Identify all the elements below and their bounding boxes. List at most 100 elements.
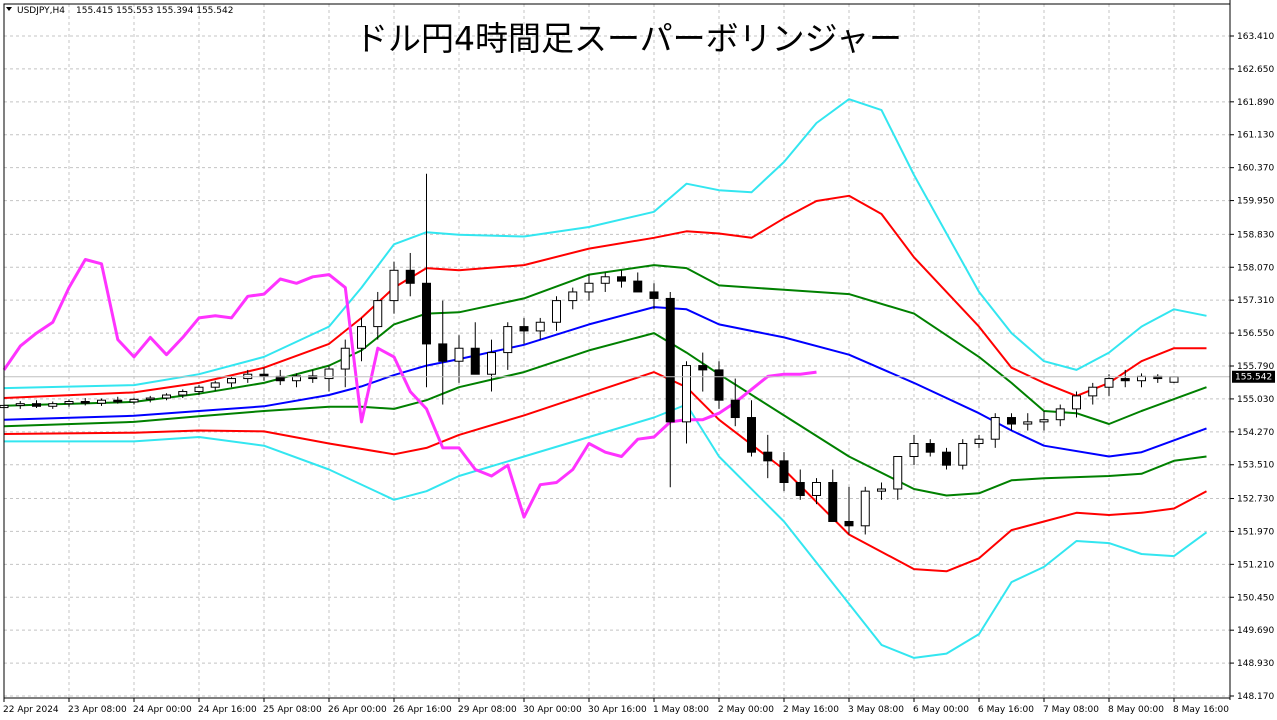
candle-body [779,460,789,483]
candle-body [1088,386,1098,397]
y-tick-label: 148.170 [1237,692,1274,702]
candle [503,322,513,370]
x-tick-label: 25 Apr 08:00 [263,705,322,715]
grid [3,4,1230,698]
candle [1088,382,1098,405]
candle-body [503,326,513,354]
candle [893,456,903,500]
candle [340,339,350,388]
candle-body [470,347,480,375]
candle [15,401,25,409]
y-tick-label: 161.890 [1237,98,1274,108]
candle-body [15,403,25,406]
candle [357,317,366,362]
indicator-line-2 [3,194,1207,399]
candle [942,447,951,470]
x-tick-label: 29 Apr 08:00 [458,705,517,715]
price-badge: 155.542 [1232,370,1275,383]
candle [584,274,594,301]
candle [227,376,236,388]
candle [812,478,821,505]
x-tick-label: 2 May 16:00 [783,705,839,715]
price-badge-label: 155.542 [1235,373,1272,383]
y-tick-label: 149.690 [1237,626,1274,636]
candle-body [535,321,545,332]
indicator-line-1 [3,264,1207,425]
candle [1055,404,1065,427]
candle [438,300,448,405]
candle-body [145,397,155,400]
candle-body [210,382,220,388]
candle-body [617,276,626,282]
candle-body [405,269,415,284]
candle [779,452,789,492]
candle [1039,411,1049,431]
candle-body [64,401,74,405]
x-tick-label: 3 May 08:00 [848,705,904,715]
candle [454,335,464,383]
candle [129,397,139,405]
x-tick-label: 30 Apr 16:00 [588,705,647,715]
x-tick-label: 26 Apr 00:00 [328,705,387,715]
candle [958,439,968,470]
candle [32,400,41,409]
candle [97,398,106,406]
x-tick-label: 8 May 16:00 [1173,705,1229,715]
candle-body [1120,378,1130,382]
candle-body [227,378,236,384]
candle [747,400,756,457]
candle [535,317,545,340]
x-tick-label: 24 Apr 00:00 [133,705,192,715]
chart-title: ドル円4時間足スーパーボリンジャー [355,19,902,58]
candle-body [584,282,594,293]
candle [1120,369,1130,388]
candle [974,434,984,448]
caret-down-icon[interactable] [6,7,12,11]
candle [373,291,383,340]
candle-body [324,368,334,380]
x-tick-label: 6 May 16:00 [978,705,1034,715]
candle [48,401,58,409]
y-tick-label: 151.210 [1237,560,1274,570]
candle [600,272,610,292]
candle [649,283,659,310]
candle [877,482,886,500]
candle [64,399,74,407]
x-tick-label: 26 Apr 16:00 [393,705,452,715]
indicator-lines [2,98,1208,659]
candle-body [438,343,448,362]
candle-body [389,269,399,302]
candle [714,361,724,409]
price-axis: 163.410 162.650 161.890 161.130 160.370 159.9… [1230,32,1274,702]
candle-body [308,375,318,380]
candle-body [1039,419,1049,423]
candle-body [97,399,106,404]
candle-body [1072,395,1081,410]
y-tick-label: 148.930 [1237,659,1274,669]
candle-body [552,300,561,323]
candle [633,272,643,293]
candle-body [1169,376,1179,383]
candle [80,398,90,406]
candle [1023,413,1033,431]
candle [795,469,805,500]
candle [210,380,220,391]
candle [665,291,675,488]
y-tick-label: 157.310 [1237,296,1274,306]
candle [1169,376,1179,384]
candle-body [357,326,366,349]
candle [487,339,496,392]
candle [925,439,935,457]
candle [292,373,301,388]
y-tick-label: 156.550 [1237,329,1274,339]
candle-body [844,520,854,527]
y-tick-label: 160.370 [1237,164,1274,174]
y-tick-label: 154.270 [1237,428,1274,438]
candle [860,486,870,535]
candle-body [747,417,756,453]
x-tick-label: 22 Apr 2024 [3,705,59,715]
candle [1104,374,1114,396]
x-tick-label: 8 May 00:00 [1108,705,1164,715]
x-tick-label: 24 Apr 16:00 [198,705,257,715]
